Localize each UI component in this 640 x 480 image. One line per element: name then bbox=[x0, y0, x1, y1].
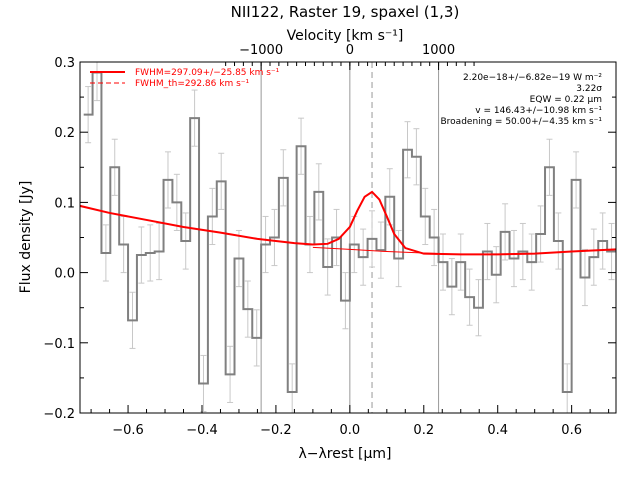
x-tick-label: −0.4 bbox=[186, 423, 218, 438]
y-tick-label: 0.3 bbox=[54, 56, 75, 71]
top-x-tick-label: 0 bbox=[346, 43, 354, 58]
fit-annotation: 2.20e−18+/−6.82e−19 W m⁻² bbox=[463, 73, 602, 83]
baseline-fit-curve bbox=[312, 246, 616, 255]
y-tick-label: −0.1 bbox=[43, 337, 75, 352]
y-tick-label: 0.2 bbox=[54, 126, 75, 141]
top-x-tick-label: 1000 bbox=[422, 43, 455, 58]
plot-area: −0.6 −0.4 −0.2 0.0 0.2 0.4 0.6 −0.2 −0.1 0.0 0.1 0.… bbox=[43, 43, 617, 438]
fit-annotation: Broadening = 50.00+/−4.35 km s⁻¹ bbox=[441, 117, 603, 127]
x-tick-label: 0.6 bbox=[561, 423, 582, 438]
x-axis-title: λ−λrest [μm] bbox=[298, 446, 391, 462]
y-tick-label: 0.1 bbox=[54, 196, 75, 211]
chart-title: NII122, Raster 19, spaxel (1,3) bbox=[231, 3, 460, 21]
fit-annotation: v = 146.43+/−10.98 km s⁻¹ bbox=[475, 106, 602, 116]
fit-annotation: 3.22σ bbox=[576, 84, 602, 94]
legend-label: FWHM=297.09+/−25.85 km s⁻¹ bbox=[135, 68, 280, 78]
x-tick-label: −0.2 bbox=[260, 423, 292, 438]
fit-annotation: EQW = 0.22 μm bbox=[530, 95, 602, 105]
x-tick-label: 0.4 bbox=[487, 423, 508, 438]
x-tick-label: 0.2 bbox=[413, 423, 434, 438]
x-tick-label: 0.0 bbox=[340, 423, 361, 438]
top-axis-title: Velocity [km s⁻¹] bbox=[287, 28, 404, 44]
x-tick-label: −0.6 bbox=[112, 423, 144, 438]
legend-label: FWHM_th=292.86 km s⁻¹ bbox=[135, 79, 250, 89]
y-tick-label: −0.2 bbox=[43, 407, 75, 422]
y-axis-title: Flux density [Jy] bbox=[18, 181, 34, 294]
plot-clipped-layer bbox=[80, 62, 616, 413]
y-tick-label: 0.0 bbox=[54, 267, 75, 282]
top-x-tick-label: −1000 bbox=[239, 43, 283, 58]
